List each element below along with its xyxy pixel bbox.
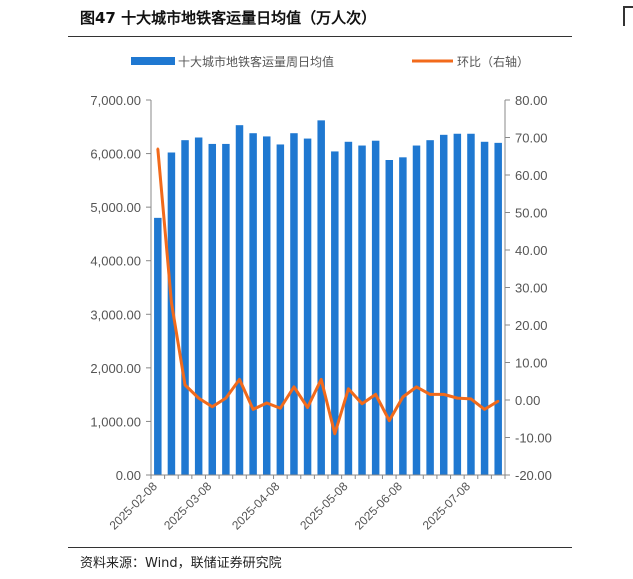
line-point (183, 383, 187, 387)
line-point (483, 408, 486, 411)
right-tick-label: 50.00 (515, 206, 548, 221)
bar (412, 145, 421, 476)
bar (385, 160, 394, 475)
legend: 十大城市地铁客运量周日均值 环比（右轴） (131, 54, 529, 69)
bar (399, 157, 407, 476)
bar (358, 145, 366, 476)
line-point (265, 401, 268, 405)
bar (276, 144, 285, 475)
bar (208, 143, 217, 475)
x-tick-label: 2025-05-08 (297, 479, 351, 533)
right-tick-label: 30.00 (515, 281, 548, 296)
right-tick-label: 60.00 (515, 168, 548, 183)
legend-bar-label: 十大城市地铁客运量周日均值 (178, 54, 334, 69)
x-tick-label: 2025-07-08 (420, 479, 474, 533)
bar (154, 217, 162, 475)
line-point (428, 393, 432, 396)
line-point (306, 406, 309, 409)
line-point (319, 378, 323, 381)
line-point (279, 407, 282, 410)
line-point (170, 301, 173, 304)
x-tick-label: 2025-03-08 (161, 479, 215, 533)
bar (167, 152, 176, 475)
right-tick-label: 20.00 (515, 318, 548, 333)
line-point (211, 405, 214, 408)
x-tick-label: 2025-04-08 (229, 479, 283, 533)
adjacent-figure-edge (623, 6, 633, 26)
bar (235, 125, 244, 475)
line-point (292, 385, 296, 389)
line-point (224, 396, 228, 400)
left-tick-label: 2,000.00 (90, 361, 141, 376)
line-point (496, 399, 500, 403)
right-tick-label: 10.00 (515, 356, 548, 371)
left-tick-label: 0.00 (116, 468, 141, 483)
bar (344, 141, 353, 476)
bar (426, 140, 434, 475)
legend-line-label: 环比（右轴） (457, 54, 529, 69)
bar (494, 142, 502, 475)
x-axis: 2025-02-08 2025-03-08 2025-04-08 2025-05-08… (107, 474, 506, 533)
right-tick-label: 0.00 (515, 393, 540, 408)
line-point (469, 397, 473, 401)
left-tick-label: 5,000.00 (90, 200, 141, 215)
bar (249, 133, 257, 475)
right-axis: -20.00 -10.00 0.00 10.00 20.00 30.00 40.00 50.0… (504, 93, 552, 483)
bar (317, 120, 325, 475)
line-point (197, 396, 200, 400)
line-point (360, 402, 364, 405)
line-point (442, 393, 445, 396)
left-tick-label: 3,000.00 (90, 307, 141, 322)
right-tick-label: 40.00 (515, 243, 548, 258)
line-point (456, 396, 459, 400)
bar (453, 133, 462, 475)
left-tick-label: 7,000.00 (90, 93, 141, 108)
bar (222, 143, 230, 475)
bar-series (154, 120, 502, 476)
line-point (156, 147, 160, 150)
line-point (401, 395, 405, 399)
left-tick-label: 6,000.00 (90, 147, 141, 162)
line-point (347, 387, 350, 390)
line-point (415, 385, 418, 389)
left-tick-label: 1,000.00 (90, 414, 141, 429)
source-note: 资料来源：Wind，联储证券研究院 (80, 556, 282, 571)
figure-title: 图47 十大城市地铁客运量日均值（万人次） (80, 9, 377, 27)
line-point (238, 378, 241, 381)
left-tick-label: 4,000.00 (90, 254, 141, 269)
line-path (156, 148, 499, 436)
bar (480, 141, 489, 476)
right-tick-label: 80.00 (515, 93, 548, 108)
source-rule (68, 547, 572, 548)
bar (194, 137, 203, 475)
bar (290, 133, 298, 475)
line-point (388, 419, 391, 422)
bar (262, 136, 271, 475)
bar (331, 151, 339, 475)
legend-bar-swatch (131, 57, 175, 65)
bar (439, 134, 448, 476)
line-point (251, 408, 255, 411)
right-tick-label: -10.00 (515, 431, 552, 446)
x-tick-label: 2025-02-08 (107, 479, 161, 533)
right-tick-label: 70.00 (515, 131, 548, 146)
x-tick-label: 2025-06-08 (352, 479, 406, 533)
line-point (374, 393, 377, 396)
bar (181, 140, 189, 475)
left-axis: 0.00 1,000.00 2,000.00 3,000.00 4,000.00 5,00… (90, 93, 152, 483)
right-tick-label: -20.00 (515, 468, 552, 483)
bar (467, 133, 475, 475)
line-point (333, 432, 337, 435)
bar (303, 138, 312, 476)
title-rule (68, 36, 572, 37)
bar (371, 140, 380, 475)
line-series (156, 147, 500, 436)
